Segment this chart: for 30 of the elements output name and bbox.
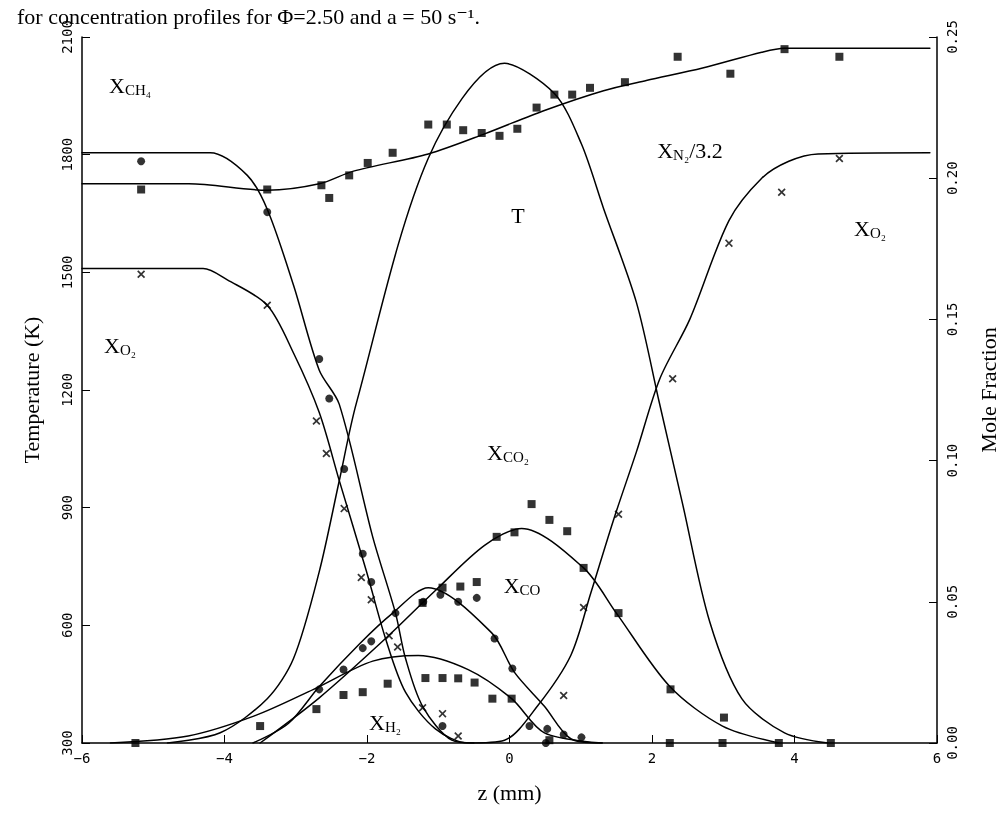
y2-tick-label: 0.10 [944,443,960,478]
y2-tick-label: 0.25 [944,20,960,54]
y2-tick-label: 0.05 [944,584,960,619]
y-axis-title: Temperature (K) [18,316,44,464]
x-tick-label: −4 [216,750,233,766]
annotation: XCO [503,572,541,598]
y-tick-label: 1500 [59,255,75,290]
y2-tick-label: 0.20 [944,161,960,196]
annotation: XCO₂ [487,439,529,465]
y2-tick-label: 0.15 [944,302,960,337]
y-tick-label: 600 [59,612,75,638]
y2-tick-label: 0.00 [944,726,960,760]
y-tick-label: 300 [59,730,75,756]
x-tick-label: −6 [73,750,91,766]
annotation: XH₂ [369,709,401,735]
y-tick-label: 900 [59,495,75,521]
annotation: XO₂ [104,332,136,358]
x-tick-label: 4 [790,750,799,766]
y2-axis-title: Mole Fraction [975,327,1001,453]
annotation: XCH₄ [109,72,151,98]
x-tick-label: 2 [647,750,657,766]
y-tick-label: 1800 [59,137,75,172]
annotation: XO₂ [854,215,886,241]
x-tick-label: 6 [932,750,942,766]
x-axis-title: z (mm) [477,779,542,805]
x-tick-label: 0 [505,750,514,766]
annotation: XN₂/3.2 [657,137,723,163]
x-tick-label: −2 [358,750,376,766]
y-tick-label: 1200 [59,373,75,407]
annotation: T [511,202,526,228]
